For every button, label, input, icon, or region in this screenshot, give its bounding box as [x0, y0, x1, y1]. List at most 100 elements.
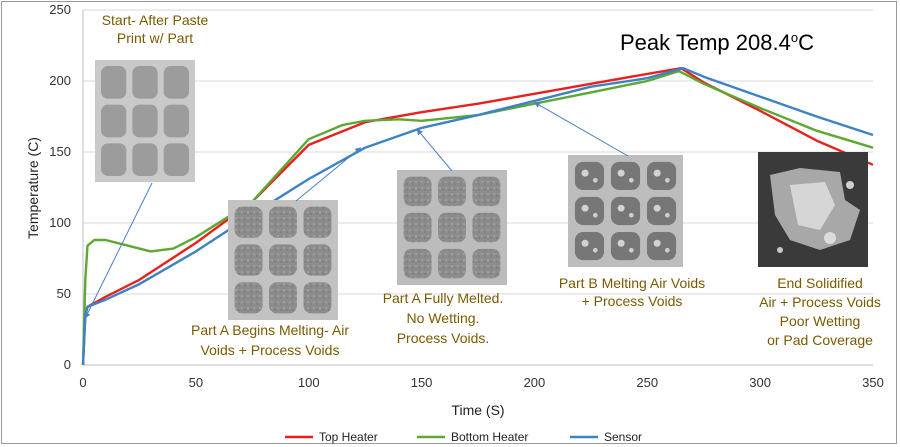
annotation-end-solidified: End Solidified Air + Process Voids Poor We… — [759, 275, 881, 348]
inset-start-after-paste-pad — [101, 104, 127, 138]
inset-part-a-melted-pad — [438, 248, 466, 279]
y-tick-label-150: 150 — [49, 144, 71, 159]
inset-part-b-melting-pad — [574, 196, 605, 226]
annotation-arrow-part-a-melted — [416, 128, 453, 172]
inset-part-b-melting-pad — [610, 161, 641, 191]
inset-start-after-paste-pad — [132, 143, 158, 176]
inset-part-b-melting-void — [665, 177, 670, 183]
inset-start-after-paste-pad — [163, 143, 189, 176]
annotation-part-a-melted: Part A Fully Melted. No Wetting. Process V… — [383, 290, 504, 346]
inset-end-void — [824, 232, 836, 244]
peak-temp-unit: C — [798, 30, 814, 55]
inset-end-void — [790, 182, 835, 230]
inset-part-a-melted-pad — [472, 176, 501, 207]
inset-part-b-melting-void — [665, 212, 670, 218]
series-line-top-heater — [81, 67, 874, 366]
gridlines — [83, 9, 873, 295]
annotation-part-a-begins: Part A Begins Melting- Air Voids + Proces… — [191, 322, 349, 358]
annotation-end-solidified-line: Poor Wetting — [780, 313, 861, 329]
inset-part-b-melting-void — [628, 177, 634, 183]
inset-part-b-melting-void — [617, 169, 625, 177]
inset-part-a-melted-pad — [472, 248, 501, 279]
inset-part-b-melting-pad — [646, 196, 677, 226]
y-tick-label-100: 100 — [49, 215, 71, 230]
inset-part-b-melting-void — [581, 204, 589, 212]
inset-part-a-begins-pad — [303, 206, 332, 238]
inset-part-b-melting-void — [665, 247, 670, 253]
annotation-start-line: Print w/ Part — [117, 30, 193, 46]
y-axis-label: Temperature (C) — [25, 137, 41, 239]
legend-label-bottom-heater: Bottom Heater — [451, 430, 528, 444]
annotation-arrow-part-a-begins — [295, 147, 362, 202]
inset-start-after-paste — [95, 60, 195, 182]
annotation-part-a-melted-line: Process Voids. — [397, 330, 490, 346]
inset-part-b-melting-pad — [646, 161, 677, 191]
y-tick-label-200: 200 — [49, 73, 71, 88]
inset-part-a-begins-pad — [269, 244, 297, 276]
inset-part-b-melting-void — [628, 247, 634, 253]
y-tick-label-50: 50 — [57, 286, 71, 301]
inset-part-a-melted-pad — [472, 212, 501, 243]
legend-label-sensor: Sensor — [604, 430, 642, 444]
inset-part-b-melting-void — [653, 204, 661, 212]
annotation-part-a-begins-line: Voids + Process Voids — [201, 342, 340, 358]
axes — [82, 10, 873, 366]
inset-part-a-melted-pad — [403, 248, 432, 279]
inset-start-after-paste-pad — [101, 143, 127, 176]
inset-part-b-melting-void — [592, 212, 598, 218]
inset-start-after-paste-pad — [101, 66, 127, 99]
x-tick-label-100: 100 — [298, 375, 320, 390]
peak-temp-value: Peak Temp 208.4 — [620, 30, 791, 55]
inset-part-a-begins-pad — [234, 282, 263, 314]
inset-part-a-melted-pad — [438, 212, 466, 243]
x-tick-label-0: 0 — [79, 375, 86, 390]
inset-part-a-begins-pad — [269, 206, 297, 238]
peak-temp-label: Peak Temp 208.4oC — [620, 30, 814, 55]
x-tick-label-300: 300 — [749, 375, 771, 390]
inset-part-b-melting-pad — [574, 231, 605, 261]
inset-part-b-melting-pad — [610, 196, 641, 226]
annotation-part-b-melting: Part B Melting Air Voids + Process Voids — [559, 275, 705, 309]
inset-part-b-melting-void — [653, 169, 661, 177]
legend-label-top-heater: Top Heater — [319, 430, 378, 444]
inset-part-a-begins-pad — [303, 244, 332, 276]
annotation-part-b-melting-line: + Process Voids — [582, 293, 683, 309]
inset-part-a-melted — [397, 170, 507, 285]
x-axis-label: Time (S) — [451, 402, 504, 418]
x-tick-label-200: 200 — [524, 375, 546, 390]
inset-part-a-begins-pad — [234, 244, 263, 276]
inset-part-b-melting-void — [592, 247, 598, 253]
inset-start-after-paste-pad — [163, 66, 189, 99]
inset-end-void — [846, 181, 854, 189]
annotation-end-solidified-line: or Pad Coverage — [767, 332, 873, 348]
inset-part-b-melting-void — [653, 239, 661, 247]
peak-temp-degree: o — [791, 30, 798, 45]
series-line-sensor — [81, 67, 874, 366]
annotation-part-a-melted-line: No Wetting. — [407, 310, 480, 326]
inset-start-after-paste-pad — [163, 104, 189, 138]
x-tick-label-50: 50 — [189, 375, 203, 390]
inset-part-a-melted-pad — [403, 176, 432, 207]
inset-part-a-begins-pad — [303, 282, 332, 314]
data-series — [81, 67, 874, 366]
inset-end-solidified — [758, 152, 868, 267]
inset-part-b-melting-void — [628, 212, 634, 218]
inset-part-b-melting-void — [617, 204, 625, 212]
inset-part-b-melting-void — [617, 239, 625, 247]
inset-start-after-paste-pad — [132, 66, 158, 99]
inset-part-a-begins-pad — [234, 206, 263, 238]
annotation-arrow-part-b-melting — [533, 101, 629, 157]
annotation-arrow-start — [84, 182, 153, 319]
inset-part-b-melting-void — [592, 177, 598, 183]
inset-part-b-melting-pad — [646, 231, 677, 261]
y-tick-label-0: 0 — [64, 357, 71, 372]
annotation-start-line: Start- After Paste — [102, 12, 209, 28]
inset-part-b-melting-void — [581, 239, 589, 247]
inset-part-a-melted-pad — [403, 212, 432, 243]
inset-part-a-begins-pad — [269, 282, 297, 314]
inset-part-b-melting-pad — [610, 231, 641, 261]
annotation-end-solidified-line: Air + Process Voids — [759, 294, 881, 310]
inset-start-after-paste-pad — [132, 104, 158, 138]
